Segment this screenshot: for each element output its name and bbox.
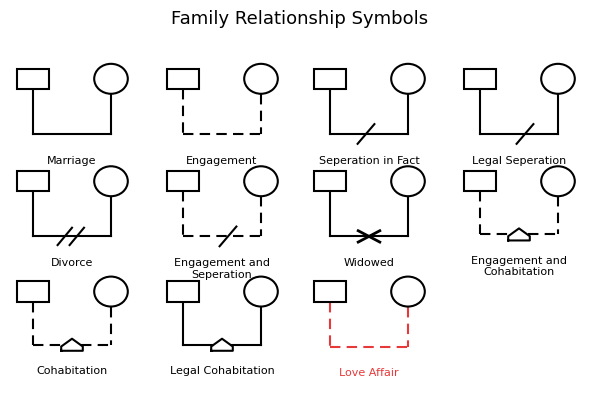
Text: Divorce: Divorce <box>51 258 93 268</box>
FancyBboxPatch shape <box>17 281 49 302</box>
Ellipse shape <box>244 64 278 94</box>
Text: Engagement and
Seperation: Engagement and Seperation <box>174 258 270 280</box>
Ellipse shape <box>94 64 128 94</box>
FancyBboxPatch shape <box>314 171 346 191</box>
Text: Legal Cohabitation: Legal Cohabitation <box>170 366 274 376</box>
FancyBboxPatch shape <box>17 171 49 191</box>
Text: Cohabitation: Cohabitation <box>37 366 107 376</box>
FancyBboxPatch shape <box>314 281 346 302</box>
Ellipse shape <box>541 166 575 196</box>
Ellipse shape <box>94 166 128 196</box>
Text: Love Affair: Love Affair <box>339 368 399 378</box>
FancyBboxPatch shape <box>464 69 496 89</box>
Ellipse shape <box>244 166 278 196</box>
Ellipse shape <box>541 64 575 94</box>
FancyBboxPatch shape <box>167 171 199 191</box>
Text: Legal Seperation: Legal Seperation <box>472 156 566 165</box>
Text: Engagement: Engagement <box>187 156 257 165</box>
Ellipse shape <box>391 277 425 307</box>
Ellipse shape <box>94 277 128 307</box>
Ellipse shape <box>391 64 425 94</box>
Ellipse shape <box>244 277 278 307</box>
Text: Engagement and
Cohabitation: Engagement and Cohabitation <box>471 256 567 277</box>
Text: Widowed: Widowed <box>344 258 394 268</box>
Ellipse shape <box>391 166 425 196</box>
Text: Seperation in Fact: Seperation in Fact <box>319 156 419 165</box>
FancyBboxPatch shape <box>167 281 199 302</box>
Text: Family Relationship Symbols: Family Relationship Symbols <box>172 10 428 28</box>
FancyBboxPatch shape <box>167 69 199 89</box>
FancyBboxPatch shape <box>17 69 49 89</box>
FancyBboxPatch shape <box>464 171 496 191</box>
FancyBboxPatch shape <box>314 69 346 89</box>
Text: Marriage: Marriage <box>47 156 97 165</box>
